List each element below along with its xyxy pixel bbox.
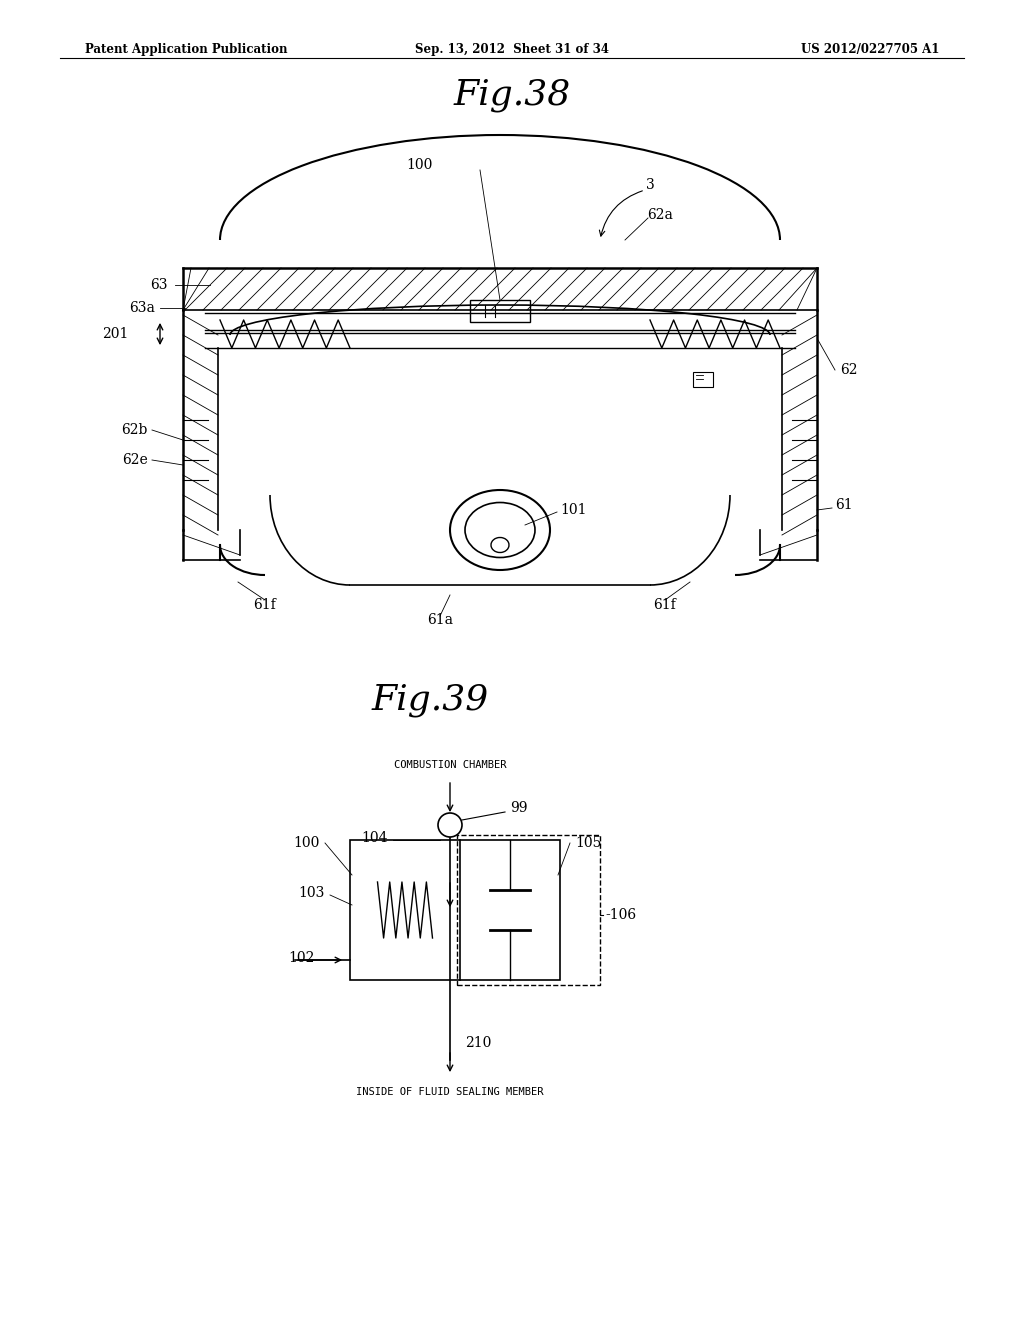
Text: 62a: 62a: [647, 209, 673, 222]
Bar: [470, 300, 530, 322]
Text: 101: 101: [560, 503, 587, 517]
Text: Patent Application Publication: Patent Application Publication: [85, 44, 288, 57]
Text: 61f: 61f: [653, 598, 677, 612]
Text: 62b: 62b: [122, 422, 148, 437]
Text: 62e: 62e: [122, 453, 148, 467]
Bar: [350, 840, 560, 979]
Text: 61a: 61a: [427, 612, 453, 627]
Text: -106: -106: [605, 908, 636, 921]
Text: Fig.39: Fig.39: [372, 682, 488, 717]
Bar: [693, 372, 713, 387]
Text: 63: 63: [151, 279, 168, 292]
Text: 103: 103: [299, 886, 325, 900]
Text: COMBUSTION CHAMBER: COMBUSTION CHAMBER: [394, 760, 506, 770]
Text: Sep. 13, 2012  Sheet 31 of 34: Sep. 13, 2012 Sheet 31 of 34: [415, 44, 609, 57]
Text: 3: 3: [645, 178, 654, 191]
Text: US 2012/0227705 A1: US 2012/0227705 A1: [801, 44, 939, 57]
Circle shape: [438, 813, 462, 837]
Text: 100: 100: [407, 158, 433, 172]
Text: 210: 210: [465, 1036, 492, 1049]
Text: Fig.38: Fig.38: [454, 78, 570, 112]
Text: 62: 62: [840, 363, 857, 378]
Text: 63a: 63a: [129, 301, 155, 315]
Text: 61f: 61f: [254, 598, 276, 612]
Text: 102: 102: [289, 950, 315, 965]
Text: 61: 61: [835, 498, 853, 512]
Bar: [457, 836, 600, 985]
Text: 104: 104: [361, 832, 388, 845]
Text: 100: 100: [294, 836, 319, 850]
Text: 99: 99: [510, 801, 527, 814]
Text: 201: 201: [101, 327, 128, 341]
Text: 105: 105: [575, 836, 601, 850]
Text: INSIDE OF FLUID SEALING MEMBER: INSIDE OF FLUID SEALING MEMBER: [356, 1086, 544, 1097]
